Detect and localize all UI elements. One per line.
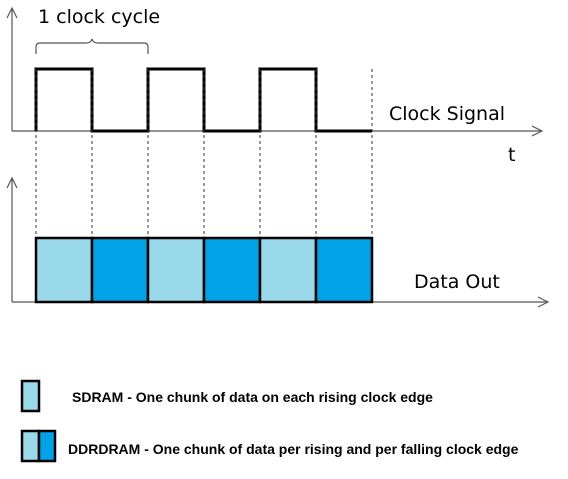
data-block-dark	[314, 236, 374, 304]
data-block-light	[146, 236, 206, 304]
legend: SDRAM - One chunk of data on each rising…	[20, 379, 519, 463]
clock-signal-label: Clock Signal	[389, 103, 505, 125]
data-block-light	[34, 236, 94, 304]
legend-swatch-ddr-dark	[37, 429, 57, 463]
data-out-label: Data Out	[414, 271, 500, 293]
legend-text-ddrdram: DDRDRAM - One chunk of data per rising a…	[68, 441, 519, 457]
data-block-dark	[90, 236, 150, 304]
cycle-label: 1 clock cycle	[38, 6, 160, 28]
legend-swatch-sdram	[20, 379, 41, 413]
data-block-light	[258, 236, 318, 304]
legend-swatch-ddr-light	[20, 429, 41, 463]
data-block-dark	[202, 236, 262, 304]
data-out-blocks	[34, 236, 374, 304]
legend-text-sdram: SDRAM - One chunk of data on each rising…	[72, 389, 433, 405]
cycle-brace	[35, 38, 149, 54]
time-axis-label: t	[508, 144, 515, 166]
